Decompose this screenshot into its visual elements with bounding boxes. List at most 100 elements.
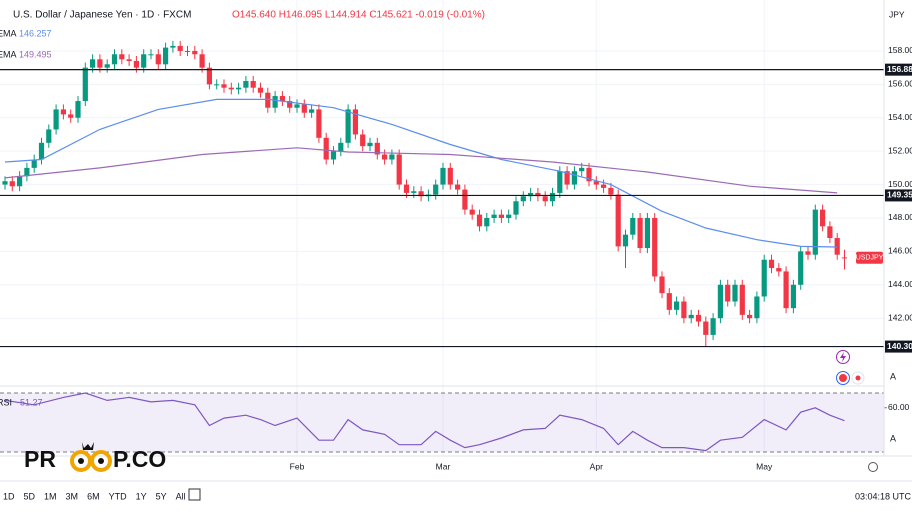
level-tag-label: 156.88 <box>887 64 912 74</box>
candle-body <box>90 59 96 68</box>
range-button[interactable]: YTD <box>109 491 128 501</box>
candle-body <box>316 109 322 138</box>
candle-body <box>703 321 709 335</box>
candle-body <box>725 284 731 302</box>
candle-body <box>447 167 453 185</box>
candle-body <box>506 214 512 218</box>
range-button[interactable]: 6M <box>87 491 100 501</box>
last-price-tag <box>856 251 883 264</box>
candle-body <box>579 167 585 172</box>
ema-line <box>4 147 838 194</box>
rsi-tick-label: 60.00 <box>888 402 910 412</box>
logo-pupil <box>78 458 84 464</box>
logo-right: P.CO <box>113 446 166 472</box>
range-button[interactable]: 3M <box>66 491 79 501</box>
candle-body <box>82 67 88 102</box>
candle-body <box>659 276 665 294</box>
level-tag-label: 149.35 <box>887 190 912 200</box>
candle-body <box>776 268 782 272</box>
candle-body <box>177 45 183 51</box>
toolbar: 03:04:18 UTC 1D 5D 1M 3M 6M YTD 1Y 5Y All <box>3 488 912 501</box>
candle-body <box>754 296 760 319</box>
calendar-icon[interactable] <box>188 488 201 501</box>
y-tick-label: 158.00 <box>888 45 912 55</box>
candle-body <box>411 191 417 193</box>
logo-eye <box>90 450 112 472</box>
rsi-pane <box>0 392 887 453</box>
candle-body <box>119 54 125 60</box>
candle-body <box>761 259 767 297</box>
alert-icon[interactable] <box>836 350 850 364</box>
candle-body <box>710 318 716 335</box>
ema-legend-name: EMA <box>0 49 17 59</box>
range-button[interactable]: All <box>176 491 186 501</box>
candle-body <box>367 142 373 147</box>
candle-body <box>199 54 205 68</box>
candle-body <box>170 45 176 48</box>
auto-scale[interactable]: A <box>890 371 896 381</box>
currency: JPY <box>889 9 905 19</box>
logo-pupil <box>98 458 104 464</box>
candle-body <box>38 142 45 160</box>
candle-body <box>403 184 410 193</box>
candle-body <box>396 154 402 185</box>
candle-body <box>53 109 59 130</box>
candle-body <box>549 192 556 202</box>
range-button[interactable]: 1M <box>44 491 57 501</box>
candle-body <box>834 238 840 255</box>
candle-body <box>141 54 147 68</box>
candle-body <box>535 192 541 197</box>
candle-body <box>674 301 680 310</box>
candle-body <box>75 101 81 118</box>
logo-crown <box>82 442 94 450</box>
legend: EMA 146.257 EMA 149.495 RSI 51.27 <box>0 28 52 407</box>
candle-body <box>60 109 66 115</box>
range-button[interactable]: 1Y <box>136 491 147 501</box>
range-button[interactable]: 1D <box>3 491 15 501</box>
level-tag <box>885 63 912 76</box>
candle-body <box>768 259 775 269</box>
y-tick-label: 156.00 <box>888 79 912 89</box>
candle-body <box>637 217 643 249</box>
candle-body <box>279 96 285 102</box>
rsi-legend-value: 51.27 <box>20 397 43 407</box>
candle-body <box>301 104 307 113</box>
x-tick-label: Apr <box>590 461 603 471</box>
candle-body <box>133 60 139 68</box>
candle-body <box>287 101 293 108</box>
candle-body <box>236 87 242 90</box>
range-button[interactable]: 5D <box>24 491 36 501</box>
candle-body <box>250 81 256 88</box>
candle-body <box>601 184 607 188</box>
candle-body <box>747 314 753 319</box>
candle-body <box>440 167 446 185</box>
price-pane <box>0 40 884 348</box>
clock: 03:04:18 UTC <box>855 491 912 501</box>
candle-body <box>783 271 789 309</box>
auto-scale[interactable]: A <box>890 433 896 443</box>
ema-legend-name: EMA <box>0 28 17 38</box>
candle-body <box>542 196 548 202</box>
candle-body <box>206 67 212 85</box>
y-tick-label: 154.00 <box>888 112 912 122</box>
candle-body <box>666 293 672 310</box>
candle-body <box>31 159 37 168</box>
rsi-band <box>0 393 884 453</box>
candle-body <box>148 54 154 56</box>
candle-body <box>309 109 315 113</box>
candle-body <box>221 84 227 88</box>
candle-body <box>622 234 629 247</box>
range-button[interactable]: 5Y <box>156 491 167 501</box>
candle-body <box>352 109 358 135</box>
candle-body <box>732 284 738 302</box>
settings-icon[interactable] <box>868 462 878 472</box>
y-tick-label: 148.00 <box>888 212 912 222</box>
pane-icons: A A <box>836 350 896 472</box>
candle-body <box>2 181 8 185</box>
candle-body <box>513 201 519 215</box>
candle-body <box>455 184 461 190</box>
candle-body <box>192 50 198 55</box>
candle-body <box>812 209 818 255</box>
candle-body <box>827 226 833 239</box>
